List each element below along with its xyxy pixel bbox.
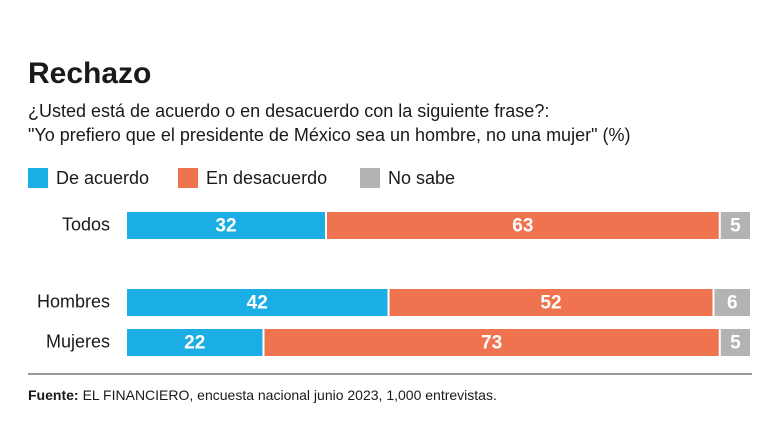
bar-segment (127, 289, 388, 316)
data-label: 42 (247, 293, 268, 314)
legend-label: No sabe (388, 168, 455, 188)
legend-swatch (360, 168, 380, 188)
data-label: 22 (184, 333, 205, 354)
bar-segment (264, 329, 719, 356)
bar-segment (720, 212, 750, 239)
chart-title: Rechazo (28, 57, 151, 90)
bar-segment (714, 289, 750, 316)
source-text: EL FINANCIERO, encuesta nacional junio 2… (83, 387, 497, 403)
legend-swatch (28, 168, 48, 188)
data-label: 63 (512, 216, 533, 237)
bar-segment (720, 329, 750, 356)
bar-segment (327, 212, 719, 239)
data-label: 5 (730, 216, 741, 237)
data-label: 6 (727, 293, 738, 314)
legend-swatch (178, 168, 198, 188)
data-label: 73 (481, 333, 502, 354)
bar-segment (127, 329, 263, 356)
legend-label: En desacuerdo (206, 168, 327, 188)
y-tick-label: Mujeres (46, 331, 110, 351)
data-label: 32 (215, 216, 236, 237)
data-label: 5 (730, 333, 741, 354)
subtitle: "Yo prefiero que el presidente de México… (28, 125, 630, 145)
y-tick-label: Todos (62, 214, 110, 234)
subtitle: ¿Usted está de acuerdo o en desacuerdo c… (28, 101, 549, 121)
source: Fuente: EL FINANCIERO, encuesta nacional … (28, 387, 497, 403)
y-tick-label: Hombres (37, 291, 110, 311)
bar-segment (389, 289, 713, 316)
bar-segment (127, 212, 325, 239)
legend-label: De acuerdo (56, 168, 149, 188)
data-label: 52 (540, 293, 561, 314)
source-label: Fuente: (28, 387, 79, 403)
